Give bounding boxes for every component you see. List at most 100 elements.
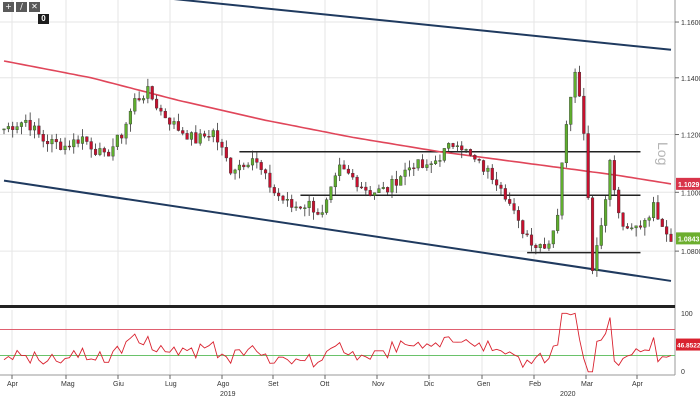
y-tick-label: 1.1200: [681, 133, 700, 140]
candle-body: [37, 125, 41, 135]
candle-body: [259, 162, 263, 170]
candle-body: [355, 176, 359, 188]
candle-body: [656, 202, 660, 220]
candle-body: [107, 151, 111, 157]
candle-body: [46, 141, 50, 145]
year-label: 2020: [560, 391, 576, 398]
candle-body: [316, 211, 320, 215]
candle-body: [146, 86, 150, 99]
x-tick-label: Set: [268, 381, 279, 388]
candle-body: [329, 186, 333, 200]
candle-body: [364, 186, 368, 191]
x-tick-label: Apr: [7, 381, 19, 388]
candle-body: [233, 169, 237, 174]
candle-body: [325, 199, 329, 213]
candle-body: [617, 189, 621, 214]
candle-body: [359, 186, 364, 189]
candle-body: [508, 199, 512, 204]
candle-body: [529, 234, 534, 246]
candle-body: [172, 121, 176, 125]
candle-body: [250, 158, 255, 166]
candle-body: [59, 141, 63, 150]
candle-body: [98, 148, 102, 155]
candle-body: [311, 200, 316, 213]
candle-body: [246, 164, 250, 168]
candle-body: [612, 160, 616, 191]
candle-body: [394, 179, 398, 186]
candle-body: [512, 203, 516, 211]
candle-body: [403, 169, 407, 177]
candle-body: [268, 172, 272, 188]
candle-body: [407, 167, 411, 171]
candle-body: [255, 158, 259, 163]
candle-body: [54, 139, 58, 143]
candle-body: [50, 139, 54, 145]
candle-body: [211, 130, 215, 138]
candle-body: [599, 225, 603, 246]
candle-body: [481, 160, 486, 172]
candle-body: [473, 155, 477, 160]
x-tick-label: Mar: [581, 381, 594, 388]
candle-body: [67, 145, 71, 148]
candle-body: [538, 244, 542, 249]
candle-body: [272, 187, 276, 194]
candle-body: [128, 110, 132, 125]
candle-body: [460, 145, 464, 151]
candle-body: [399, 176, 403, 186]
candle-body: [490, 167, 494, 180]
candle-body: [32, 125, 37, 131]
candle-body: [390, 179, 394, 193]
candle-body: [346, 168, 350, 174]
candle-body: [652, 202, 656, 218]
candle-body: [638, 225, 643, 228]
candle-body: [534, 245, 538, 249]
pane-separator: [0, 305, 675, 308]
candle-body: [582, 95, 586, 134]
candle-body: [303, 207, 307, 209]
candle-body: [547, 243, 551, 249]
candle-body: [141, 98, 146, 101]
candle-body: [229, 157, 233, 174]
candle-body: [342, 164, 346, 170]
candle-body: [72, 139, 76, 148]
candle-body: [181, 130, 185, 134]
candle-body: [499, 184, 503, 189]
candle-body: [124, 123, 128, 139]
candle-body: [2, 128, 6, 131]
candle-body: [115, 134, 119, 147]
candle-body: [207, 136, 211, 138]
candle-body: [665, 226, 669, 235]
candle-body: [569, 96, 573, 125]
x-tick-label: Mag: [61, 381, 75, 388]
candle-body: [307, 200, 311, 208]
candle-body: [551, 230, 555, 245]
cross-icon[interactable]: ✕: [29, 2, 40, 12]
candle-body: [386, 187, 390, 193]
x-tick-label: Apr: [632, 381, 644, 388]
last-price-badge: 1.0843: [678, 236, 700, 243]
candle-body: [242, 164, 246, 168]
pencil-icon[interactable]: ∕: [16, 2, 27, 12]
candle-body: [185, 133, 189, 140]
candle-body: [237, 164, 241, 171]
x-tick-label: Lug: [165, 381, 177, 388]
x-tick-label: Gen: [477, 381, 490, 388]
candle-body: [189, 132, 194, 140]
candle-body: [155, 98, 159, 109]
candle-body: [464, 149, 468, 151]
candle-body: [216, 130, 220, 143]
year-label: 2019: [220, 391, 236, 398]
candle-body: [625, 226, 629, 229]
candle-body: [425, 164, 429, 168]
x-tick-label: Feb: [529, 381, 541, 388]
candle-body: [194, 132, 198, 144]
candle-body: [455, 145, 459, 147]
plus-icon[interactable]: +: [3, 2, 14, 12]
ma-value-badge: 1.1029: [678, 182, 700, 189]
x-tick-label: Ago: [217, 381, 230, 388]
candle-body: [85, 136, 89, 142]
candle-body: [294, 206, 298, 209]
candle-body: [19, 122, 23, 127]
count-badge: 0: [38, 14, 49, 24]
